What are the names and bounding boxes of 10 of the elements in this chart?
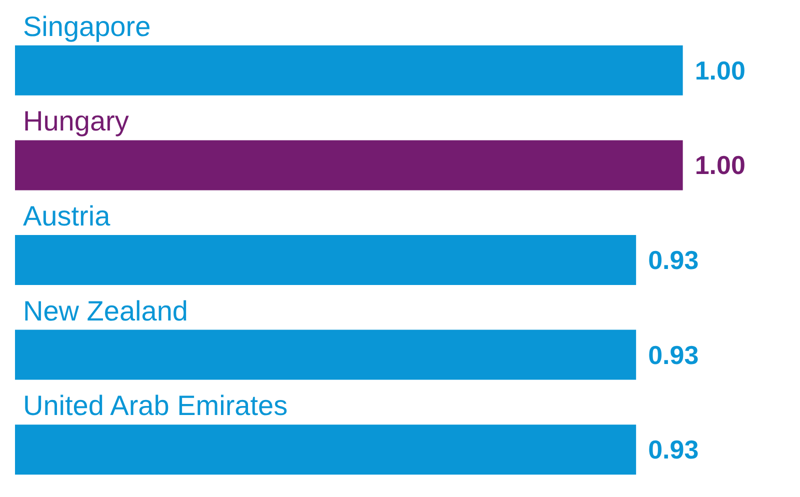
y-tick-label: Hungary	[23, 106, 129, 137]
y-tick-label: Austria	[23, 200, 111, 232]
data-label: 0.93	[648, 340, 699, 370]
data-label: 1.00	[694, 55, 746, 86]
data-label: 0.93	[648, 245, 699, 275]
data-label: 1.00	[694, 150, 746, 180]
data-label: 0.93	[648, 434, 699, 465]
y-tick-label: United Arab Emirates	[23, 390, 288, 422]
y-tick-label: New Zealand	[23, 295, 188, 326]
y-tick-label: Singapore	[23, 10, 151, 42]
